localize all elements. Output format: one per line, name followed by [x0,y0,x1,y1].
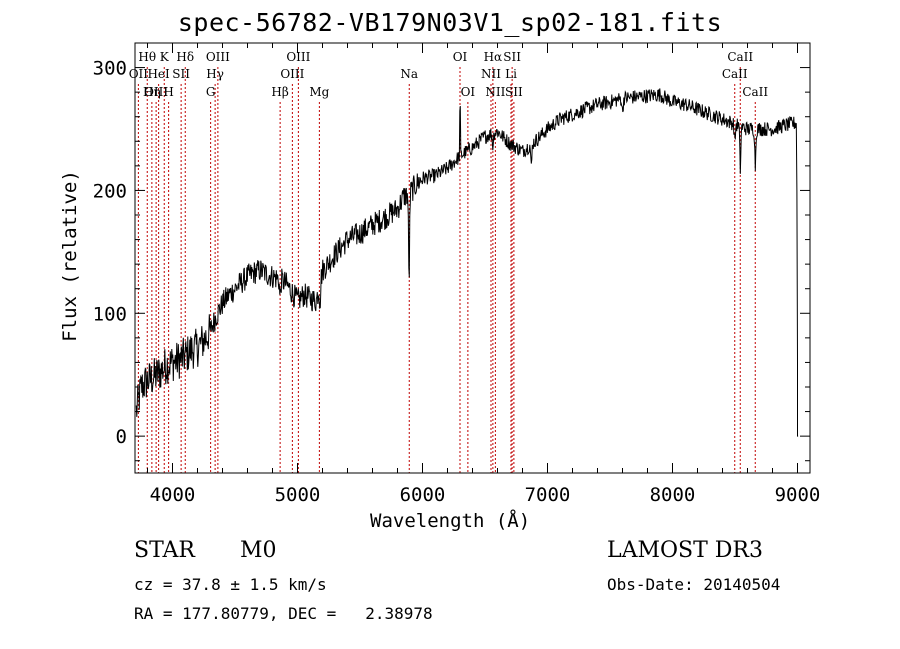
obs-date: Obs-Date: 20140504 [607,575,781,594]
chart-title: spec-56782-VB179N03V1_sp02-181.fits [177,8,723,37]
line-markers [137,67,756,473]
line-marker-label: Mg [309,85,329,99]
line-marker-label: NII [485,85,505,99]
line-marker-label: K [160,50,170,64]
line-marker-label: OII [129,67,149,81]
line-marker-label: OIII [286,50,310,64]
line-marker-label: CaII [727,50,753,64]
x-tick-label: 5000 [275,484,321,506]
line-marker-label: Hη [143,85,161,99]
line-marker-label: OIII [280,67,304,81]
spectrum-line [135,88,799,437]
line-marker-label: SII [172,67,190,81]
line-marker-label: SII [505,85,523,99]
y-tick-label: 100 [93,303,127,325]
line-marker-label: CaII [742,85,768,99]
line-marker-label: OI [461,85,476,99]
line-marker-label: Hβ [271,85,288,99]
line-marker-label: NII [481,67,501,81]
line-marker-label: OI [453,50,468,64]
line-marker-label: Hθ [138,50,156,64]
line-marker-label: OIII [206,50,230,64]
x-tick-label: 4000 [150,484,196,506]
y-tick-label: 0 [116,426,127,448]
axis-ticks: 4000 5000 6000 7000 8000 9000 0 100 200 300 [93,42,821,506]
x-tick-label: 6000 [400,484,446,506]
line-marker-label: SII [503,50,521,64]
line-marker-label: H [163,85,173,99]
redshift-cz: cz = 37.8 ± 1.5 km/s [134,575,327,594]
line-marker-label: HeI [147,67,170,81]
x-tick-label: 7000 [525,484,571,506]
survey-name: LAMOST DR3 [607,538,763,563]
y-axis-label: Flux (relative) [59,170,81,342]
line-marker-label: CaII [722,67,748,81]
line-marker-label: Li [505,67,517,81]
line-marker-label: G [206,85,216,99]
object-class: STAR [134,538,195,563]
object-subclass: M0 [240,538,277,563]
x-tick-label: 8000 [650,484,696,506]
x-axis-label: Wavelength (Å) [370,510,531,532]
line-marker-label: Na [400,67,418,81]
coordinates: RA = 177.80779, DEC = 2.38978 [134,604,433,623]
line-marker-label: Hα [484,50,503,64]
line-marker-label: Hγ [206,67,224,81]
line-marker-label: Hδ [176,50,194,64]
y-tick-label: 300 [93,58,127,80]
line-marker-label: OIII [144,85,168,99]
line-labels: Hθ OII OIII K HeI Hη H SII Hδ OIII Hγ G OIII OIII Hβ Mg… [129,50,769,99]
y-tick-label: 200 [93,180,127,202]
x-tick-label: 9000 [775,484,821,506]
